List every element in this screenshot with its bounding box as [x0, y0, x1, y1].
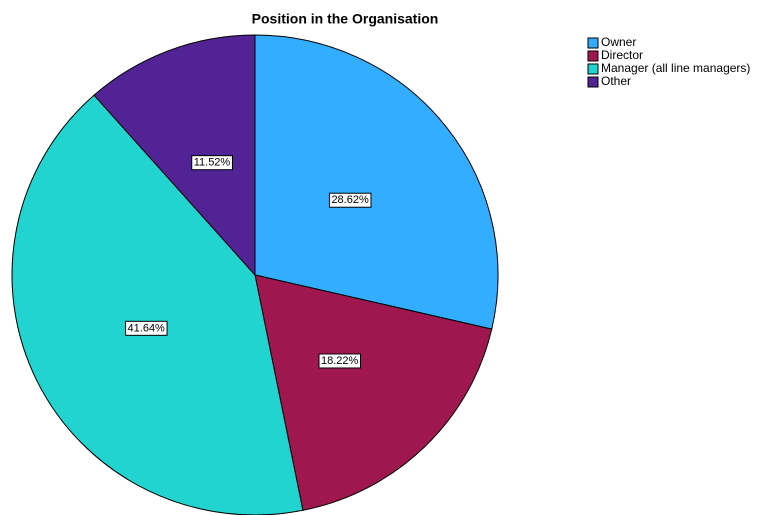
data-label-box — [318, 353, 362, 369]
chart-title: Position in the Organisation — [252, 11, 439, 27]
data-label: 11.52% — [194, 157, 231, 169]
data-label-box — [191, 155, 233, 171]
legend-swatch — [587, 76, 599, 88]
data-label: 18.22% — [321, 355, 359, 367]
data-label: 41.64% — [128, 322, 166, 334]
pie-slice — [11, 94, 304, 515]
legend-swatch — [587, 50, 599, 62]
legend-label: Owner — [601, 35, 636, 49]
data-label-box — [125, 320, 168, 336]
legend-label: Other — [601, 74, 631, 88]
pie-slice — [254, 34, 499, 330]
pie-slice — [93, 34, 256, 277]
legend-swatch — [587, 37, 599, 49]
legend-label: Director — [601, 48, 643, 62]
data-label: 28.62% — [331, 194, 369, 206]
pie-slice — [254, 274, 493, 511]
legend-label: Manager (all line managers) — [601, 61, 750, 75]
legend-swatch — [587, 63, 599, 75]
data-label-box — [328, 192, 372, 208]
